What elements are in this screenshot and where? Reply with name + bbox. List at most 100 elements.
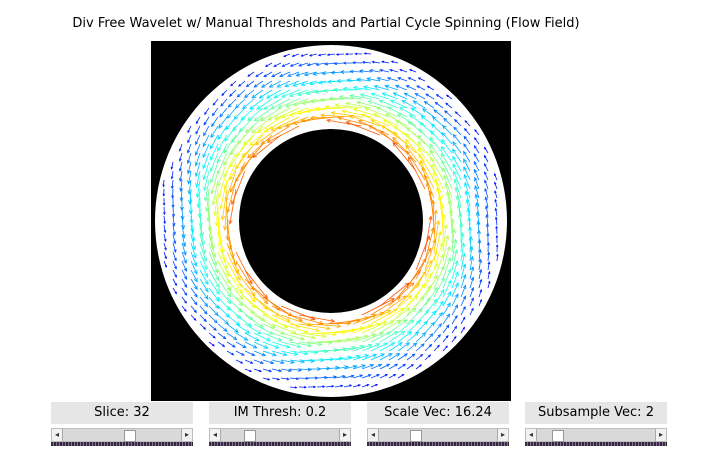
flow-vector	[277, 80, 291, 88]
flow-vector	[220, 179, 228, 209]
flow-vector-head	[462, 305, 466, 310]
subsample-vec-slider-left-arrow[interactable]: ◂	[526, 429, 537, 441]
flow-vector-head	[484, 196, 488, 201]
flow-vector-head	[437, 334, 441, 338]
flow-vector	[195, 125, 201, 135]
flow-vector	[244, 89, 255, 98]
flow-vector	[496, 226, 498, 235]
flow-vector	[290, 62, 300, 67]
flow-vector-head	[479, 288, 483, 293]
subsample-vec-slider[interactable]: ◂ ▸	[525, 428, 667, 442]
flow-vector-head	[235, 152, 241, 157]
flow-vector	[217, 332, 226, 340]
flow-vector	[229, 152, 246, 180]
flow-vector-head	[288, 337, 294, 342]
flow-vector	[199, 224, 205, 245]
flow-vector-head	[300, 54, 304, 57]
slice-slider[interactable]: ◂ ▸	[51, 428, 193, 442]
flow-vector-head	[448, 208, 454, 214]
flow-vector-head	[409, 69, 412, 72]
flow-vector-head	[291, 54, 295, 57]
flow-vector	[301, 80, 318, 86]
flow-vector-head	[424, 309, 430, 314]
flow-vector-head	[331, 384, 335, 388]
flow-vector	[271, 332, 294, 341]
flow-vector-head	[440, 277, 445, 282]
subsample-vec-slider-thumb[interactable]	[552, 430, 564, 442]
flow-vector	[418, 77, 426, 82]
im-thresh-label: IM Thresh: 0.2	[209, 402, 351, 424]
im-thresh-slider[interactable]: ◂ ▸	[209, 428, 351, 442]
flow-vector-head	[286, 377, 290, 381]
scale-vec-slider-left-arrow[interactable]: ◂	[368, 429, 379, 441]
flow-vector-head	[422, 108, 427, 113]
flow-vector-head	[323, 88, 328, 93]
flow-vector-head	[397, 77, 401, 81]
flow-vector-head	[276, 377, 281, 381]
flow-vector-head	[298, 317, 304, 322]
scale-vec-slider-right-arrow[interactable]: ▸	[497, 429, 508, 441]
flow-vector-head	[484, 205, 489, 210]
im-thresh-slider-right-arrow[interactable]: ▸	[339, 429, 350, 441]
flow-vector-head	[170, 176, 174, 180]
flow-vector-head	[375, 322, 381, 327]
flow-vector-head	[401, 373, 405, 377]
flow-vector-head	[485, 213, 489, 218]
flow-vector-head	[283, 54, 286, 57]
flow-vector	[210, 125, 219, 138]
im-thresh-noise-strip	[209, 442, 351, 446]
flow-vector	[293, 80, 309, 87]
flow-vector	[495, 217, 498, 226]
flow-vector	[443, 175, 453, 199]
flow-vector-head	[326, 79, 332, 84]
im-thresh-slider-left-arrow[interactable]: ◂	[210, 429, 221, 441]
flow-vector	[370, 353, 385, 361]
flow-vector	[304, 71, 318, 76]
flow-vector	[280, 332, 305, 340]
flow-vector-head	[183, 267, 187, 273]
flow-vector	[271, 305, 303, 322]
flow-vector-head	[223, 160, 228, 166]
flow-vector-head	[475, 202, 480, 207]
flow-vector-head	[461, 242, 466, 248]
flow-vector-head	[251, 128, 256, 134]
scale-vec-slider[interactable]: ◂ ▸	[367, 428, 509, 442]
flow-vector	[379, 363, 390, 370]
flow-vector	[452, 148, 462, 163]
flow-vector-head	[213, 327, 217, 331]
slice-slider-left-arrow[interactable]: ◂	[52, 429, 63, 441]
flow-vector-head	[463, 158, 468, 164]
slice-slider-right-arrow[interactable]: ▸	[181, 429, 192, 441]
flow-vector	[343, 325, 372, 334]
flow-vector	[406, 308, 423, 325]
flow-vector	[218, 116, 228, 129]
flow-vector-head	[375, 106, 381, 111]
flow-vector	[190, 287, 198, 298]
flow-vector-head	[352, 108, 358, 113]
flow-vector-head	[433, 250, 438, 256]
flow-vector-head	[390, 342, 396, 347]
flow-vector	[452, 134, 462, 145]
flow-vector	[179, 161, 183, 172]
subsample-vec-slider-right-arrow[interactable]: ▸	[655, 429, 666, 441]
flow-vector-head	[213, 211, 218, 217]
flow-vector	[287, 71, 300, 77]
flow-vector-head	[463, 150, 467, 156]
flow-vector	[256, 98, 273, 110]
flow-vector	[384, 85, 399, 91]
flow-vector-head	[243, 336, 249, 341]
flow-vector-head	[444, 110, 448, 114]
flow-vector-head	[425, 181, 431, 187]
flow-vector	[452, 156, 462, 172]
flow-vector	[474, 129, 480, 136]
slice-slider-thumb[interactable]	[124, 430, 136, 442]
flow-vector	[379, 374, 388, 379]
flow-vector-head	[366, 77, 371, 82]
flow-vector	[463, 143, 471, 154]
flow-vector	[451, 271, 459, 289]
im-thresh-slider-thumb[interactable]	[244, 430, 256, 442]
flow-vector	[226, 269, 243, 294]
flow-vector	[465, 190, 471, 208]
flow-vector-head	[345, 121, 351, 126]
scale-vec-slider-thumb[interactable]	[410, 430, 422, 442]
